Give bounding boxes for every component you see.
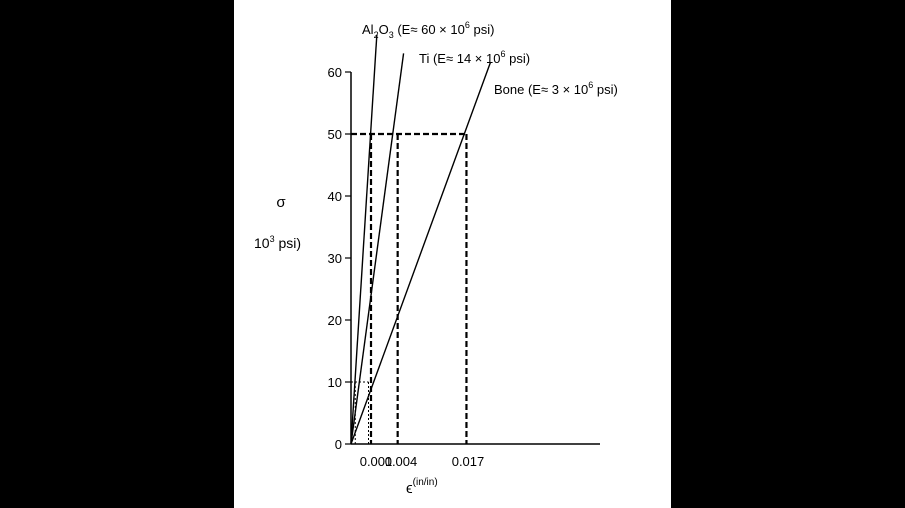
series-label-part: 60 × 10	[417, 22, 464, 37]
chart-panel: 0 10 20 30 40 50 60 0.001 0.004 0.017 Al2O3 (E≈ …	[234, 0, 671, 508]
series-label-part: 14 × 10	[453, 51, 500, 66]
y-tick-label-40: 40	[328, 189, 342, 204]
y-ticks: 0 10 20 30 40 50 60	[328, 65, 351, 452]
y-tick-label-60: 60	[328, 65, 342, 80]
series-label-part: 6	[588, 80, 593, 90]
series-label-part: 3 × 10	[548, 82, 588, 97]
series-label-part: psi)	[593, 82, 618, 97]
series-label-part: O	[379, 22, 389, 37]
y-tick-label-50: 50	[328, 127, 342, 142]
y-axis-label-symbol: σ	[276, 194, 286, 211]
series-lines	[350, 34, 491, 445]
x-tick-label-1: 0.004	[385, 454, 418, 469]
x-label-symbol: ϵ	[406, 480, 413, 497]
series-label-part: Al	[362, 22, 374, 37]
y-tick-label-10: 10	[328, 375, 342, 390]
series-label-part: (E	[394, 22, 411, 37]
series-label-1: Ti (E≈ 14 × 106 psi)	[419, 49, 530, 66]
y-unit-base: 10	[254, 235, 270, 251]
series-label-part: 3	[389, 30, 394, 40]
y-tick-label-20: 20	[328, 313, 342, 328]
series-label-part: psi)	[505, 51, 530, 66]
x-label-unit: (in/in)	[413, 477, 438, 488]
series-line-2	[350, 62, 491, 445]
y-unit-rest: psi)	[275, 235, 301, 251]
y-tick-label-30: 30	[328, 251, 342, 266]
series-label-part: ≈	[410, 22, 417, 37]
y-unit-exp: 3	[270, 234, 275, 244]
y-axis-label-unit: 103 psi)	[254, 234, 301, 251]
x-tick-label-0: 0.001	[360, 454, 393, 469]
series-label-part: psi)	[470, 22, 495, 37]
series-label-part: ≈	[541, 82, 548, 97]
series-label-0: Al2O3 (E≈ 60 × 106 psi)	[362, 20, 494, 40]
series-line-1	[350, 53, 405, 445]
series-label-part: Bone (E	[494, 82, 541, 97]
series-label-part: Ti (E	[419, 51, 446, 66]
series-label-part: 6	[465, 20, 470, 30]
x-tick-label-2: 0.017	[452, 454, 485, 469]
y-tick-label-0: 0	[335, 437, 342, 452]
series-label-2: Bone (E≈ 3 × 106 psi)	[494, 80, 618, 97]
series-label-part: ≈	[446, 51, 453, 66]
series-labels: Al2O3 (E≈ 60 × 106 psi)Ti (E≈ 14 × 106 p…	[362, 20, 618, 97]
series-line-0	[350, 34, 378, 445]
x-axis-label: ϵ(in/in)	[406, 477, 438, 497]
series-label-part: 6	[500, 49, 505, 59]
series-label-part: 2	[374, 30, 379, 40]
